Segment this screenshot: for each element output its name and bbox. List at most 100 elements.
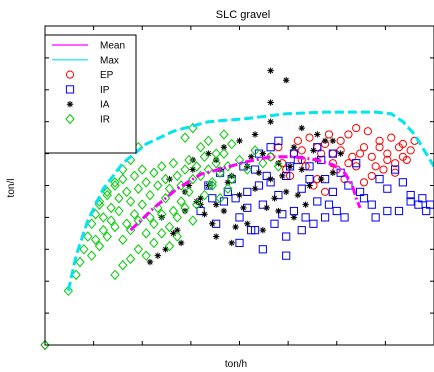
series-ip [196,136,434,260]
data-point-ep [398,152,407,161]
data-point-ia [244,220,251,227]
data-point-ir [141,250,151,261]
data-point-ir [227,138,237,150]
data-point-ip [418,194,427,203]
series-ir [63,122,284,297]
legend-box [44,34,137,154]
data-point-ia [271,195,278,202]
data-point-ia [244,163,251,170]
data-point-ep [379,165,388,174]
data-point-ir [192,199,202,210]
data-point-ip [340,213,349,222]
data-point-ep [391,159,400,168]
data-point-ip [208,194,217,203]
data-point-ir [192,161,202,172]
data-point-ia [220,207,228,215]
data-point-ia [154,252,162,259]
chart-title: SLC gravel [216,9,270,21]
data-point-ir [219,129,229,140]
data-point-ir [199,189,210,201]
data-point-ir [129,170,140,182]
origin-point [40,339,50,351]
data-point-ia [279,172,286,180]
data-point-ir [133,183,144,194]
data-point-ia [275,159,282,167]
data-point-ir [87,218,97,230]
data-point-ep [359,143,369,152]
data-point-ia [212,201,220,208]
data-point-ir [141,228,151,239]
data-point-ia [181,207,189,215]
data-point-ia [232,223,239,231]
data-point-ia [236,191,243,199]
data-point-ia [267,175,274,183]
data-point-ia [236,137,243,145]
data-point-ir [114,205,124,217]
data-point-ir [250,145,260,156]
data-point-ia [224,179,232,186]
data-point-ir [172,231,182,242]
data-point-ia [282,188,290,196]
data-point-ir [211,157,221,169]
data-point-ir [223,183,233,194]
data-point-ip [383,206,392,216]
data-point-ia [321,137,329,145]
data-point-ir [98,224,109,236]
data-point-ir [118,259,128,271]
data-point-ir [133,215,144,226]
data-point-ir [168,157,179,169]
data-point-ia [240,204,247,212]
data-point-ep [375,143,384,152]
data-point-ia [294,191,302,199]
legend-label-ir: IR [100,115,110,126]
data-point-ia [174,226,181,234]
legend-item-ip: IP [65,85,110,96]
data-point-ip [282,251,291,260]
data-point-ip [406,197,415,206]
data-point-ir [172,212,182,223]
data-point-ip [332,206,341,216]
data-point-ia [251,131,259,138]
data-point-ia [275,207,282,215]
data-point-ia [189,166,197,173]
data-point-ep [336,136,345,145]
data-point-ia [185,182,193,189]
data-point-ia [329,169,337,176]
data-point-ia [290,214,298,221]
legend-item-ep: EP [65,70,114,81]
data-point-ir [164,221,175,233]
data-point-ep [359,178,369,187]
data-point-ia [259,226,267,234]
data-point-ia [162,246,169,253]
data-point-ir [211,148,221,159]
data-point-ir [110,180,120,191]
data-point-ia [158,214,165,221]
data-point-ip [274,136,283,145]
data-point-ir [188,173,198,185]
data-point-ir [83,231,93,242]
data-point-ia [228,172,235,180]
data-point-ir [184,154,194,166]
x-axis-label: ton/h [225,359,247,370]
data-point-ip [398,178,407,187]
data-point-ia [298,124,305,132]
data-point-ia [267,67,274,74]
data-point-ir [242,164,252,175]
data-point-ip [406,190,415,200]
data-point-ir [180,132,190,143]
data-point-ia [290,144,298,151]
legend-label-ep: EP [100,70,114,81]
data-point-ip [313,197,322,206]
data-point-ia [267,99,274,106]
data-point-ep [344,130,353,139]
data-point-ip [375,175,384,184]
data-point-ir [227,173,237,185]
data-point-ep [344,159,353,168]
data-point-ir [102,231,112,242]
data-point-ip [270,219,279,228]
data-point-ir [157,208,167,220]
data-point-ir [157,161,167,172]
data-point-ir [145,189,155,201]
data-point-ip [324,200,334,209]
